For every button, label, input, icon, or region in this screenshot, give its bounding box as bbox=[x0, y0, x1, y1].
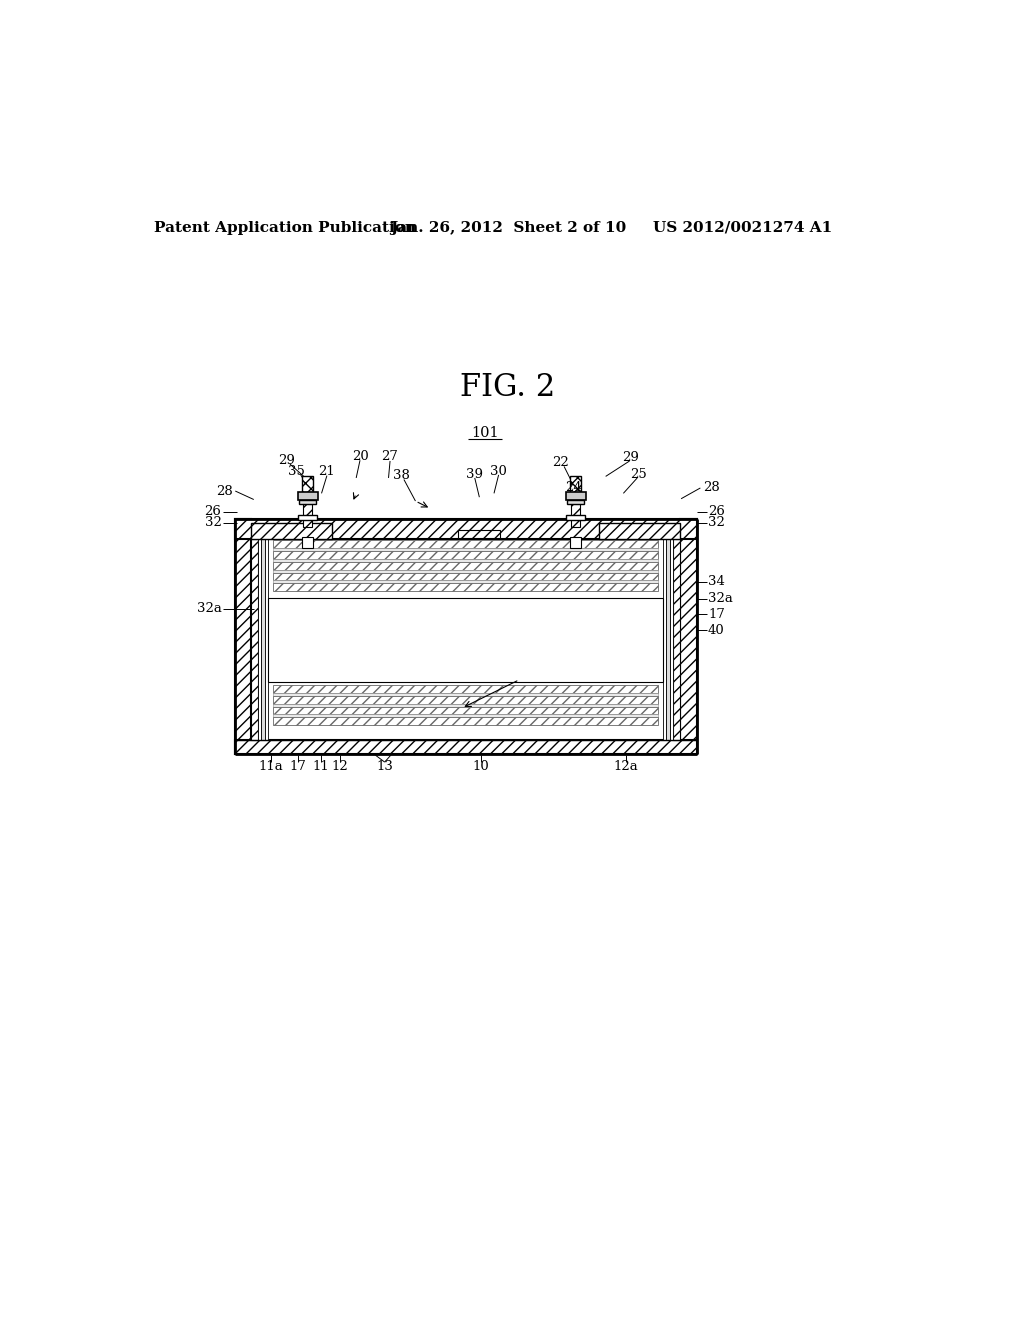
Bar bbox=[680, 519, 696, 754]
Bar bbox=[273, 573, 658, 581]
Text: 32a: 32a bbox=[197, 602, 221, 615]
Bar bbox=[298, 515, 316, 520]
Text: 30: 30 bbox=[490, 465, 507, 478]
Text: 29: 29 bbox=[623, 450, 640, 463]
Text: 21: 21 bbox=[318, 465, 335, 478]
Text: 101: 101 bbox=[471, 426, 499, 441]
Text: 12: 12 bbox=[332, 760, 348, 774]
Bar bbox=[273, 704, 658, 706]
Text: 32: 32 bbox=[708, 516, 725, 529]
Text: 25: 25 bbox=[631, 467, 647, 480]
Bar bbox=[599, 523, 680, 539]
Text: 17: 17 bbox=[708, 607, 725, 620]
Bar bbox=[234, 519, 696, 539]
Text: US 2012/0021274 A1: US 2012/0021274 A1 bbox=[653, 220, 833, 235]
Text: 20: 20 bbox=[351, 450, 369, 463]
Text: 22: 22 bbox=[552, 455, 568, 469]
Text: 24: 24 bbox=[565, 480, 582, 494]
Bar bbox=[273, 548, 658, 552]
Text: 13: 13 bbox=[376, 760, 393, 774]
Bar bbox=[298, 492, 317, 499]
Bar bbox=[261, 539, 264, 739]
Text: Jan. 26, 2012  Sheet 2 of 10: Jan. 26, 2012 Sheet 2 of 10 bbox=[390, 220, 626, 235]
Bar bbox=[273, 581, 658, 583]
Bar bbox=[664, 539, 667, 739]
Text: 27: 27 bbox=[382, 450, 398, 463]
Text: 26: 26 bbox=[205, 506, 221, 519]
Text: 35: 35 bbox=[288, 465, 304, 478]
Bar bbox=[273, 540, 658, 548]
Bar bbox=[571, 504, 581, 527]
Bar bbox=[565, 492, 586, 499]
Bar bbox=[302, 537, 313, 548]
Bar bbox=[273, 570, 658, 573]
Bar bbox=[273, 685, 658, 693]
Text: FIG. 2: FIG. 2 bbox=[460, 372, 555, 403]
Bar bbox=[273, 562, 658, 570]
Text: 26: 26 bbox=[708, 506, 725, 519]
Text: 38: 38 bbox=[393, 469, 410, 482]
Bar bbox=[273, 552, 658, 558]
Bar bbox=[273, 693, 658, 696]
Text: Patent Application Publication: Patent Application Publication bbox=[154, 220, 416, 235]
Text: 10: 10 bbox=[472, 760, 489, 774]
Bar bbox=[273, 706, 658, 714]
Text: 40: 40 bbox=[708, 624, 725, 638]
Bar bbox=[303, 504, 312, 527]
Bar bbox=[273, 714, 658, 718]
Bar bbox=[273, 696, 658, 704]
Text: 11: 11 bbox=[312, 760, 329, 774]
Text: 39: 39 bbox=[466, 467, 483, 480]
Bar bbox=[234, 739, 696, 754]
Bar bbox=[252, 539, 258, 739]
Text: 28: 28 bbox=[702, 482, 720, 495]
Bar bbox=[567, 499, 584, 504]
Bar bbox=[302, 477, 313, 492]
Text: 29: 29 bbox=[278, 454, 295, 467]
Text: 34: 34 bbox=[708, 576, 725, 589]
Bar bbox=[458, 531, 500, 539]
Text: 17: 17 bbox=[289, 760, 306, 774]
Bar bbox=[674, 539, 680, 739]
Bar bbox=[258, 539, 261, 739]
Bar bbox=[264, 539, 267, 739]
Bar bbox=[299, 499, 316, 504]
Bar bbox=[273, 558, 658, 562]
Text: 32: 32 bbox=[205, 516, 221, 529]
Bar bbox=[667, 539, 670, 739]
Bar bbox=[566, 515, 585, 520]
Bar bbox=[234, 519, 252, 754]
Bar bbox=[273, 718, 658, 725]
Text: 32a: 32a bbox=[708, 593, 733, 606]
Text: 12a: 12a bbox=[613, 760, 638, 774]
Bar bbox=[570, 537, 581, 548]
Bar bbox=[570, 477, 581, 492]
Bar bbox=[273, 583, 658, 591]
Text: 11a: 11a bbox=[258, 760, 283, 774]
Bar bbox=[670, 539, 674, 739]
Bar bbox=[252, 523, 333, 539]
Text: 28: 28 bbox=[216, 484, 233, 498]
